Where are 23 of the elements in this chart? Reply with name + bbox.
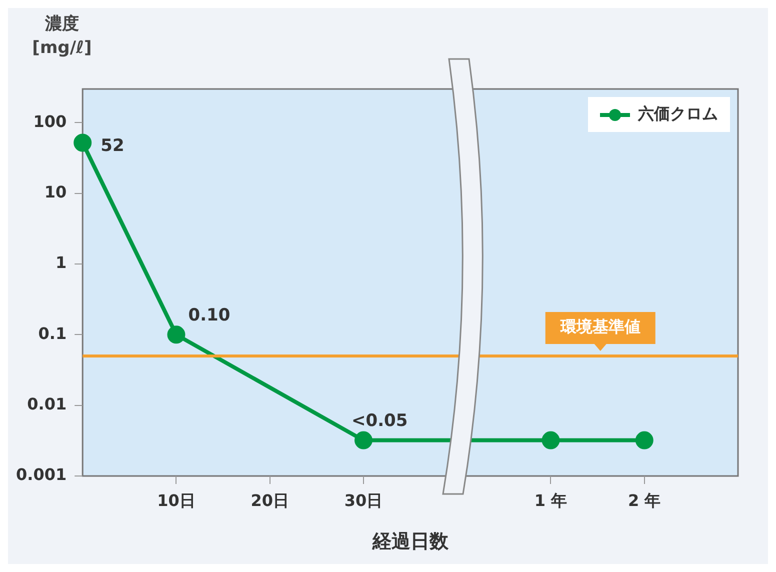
y-tick-label: 10 bbox=[44, 182, 67, 202]
y-tick-label: 0.1 bbox=[38, 324, 67, 343]
y-tick-label: 1 bbox=[55, 253, 67, 272]
x-tick-label: 2 年 bbox=[628, 490, 661, 510]
point bbox=[542, 431, 560, 450]
x-tick-label: 1 年 bbox=[534, 490, 568, 510]
x-tick-label: 10日 bbox=[157, 490, 196, 510]
y-axis-title: 濃度 [mg/ℓ] bbox=[31, 13, 93, 60]
point bbox=[354, 431, 372, 450]
data-label: <0.05 bbox=[351, 411, 408, 432]
x-tick-label: 20日 bbox=[250, 490, 289, 510]
y-tick-label: 100 bbox=[33, 112, 67, 131]
legend-label: 六価クロム bbox=[638, 104, 718, 125]
data-label: 52 bbox=[100, 136, 124, 156]
data-label: 0.10 bbox=[188, 306, 230, 326]
x-axis-title: 経過日数 bbox=[371, 530, 450, 553]
ref-line-label: 環境基準値 bbox=[559, 317, 640, 336]
y-tick-label: 0.001 bbox=[16, 465, 67, 484]
point bbox=[167, 326, 186, 344]
x-tick-label: 30日 bbox=[344, 490, 383, 510]
point bbox=[74, 134, 92, 152]
y-tick-label: 0.01 bbox=[27, 394, 67, 414]
point bbox=[635, 431, 654, 450]
